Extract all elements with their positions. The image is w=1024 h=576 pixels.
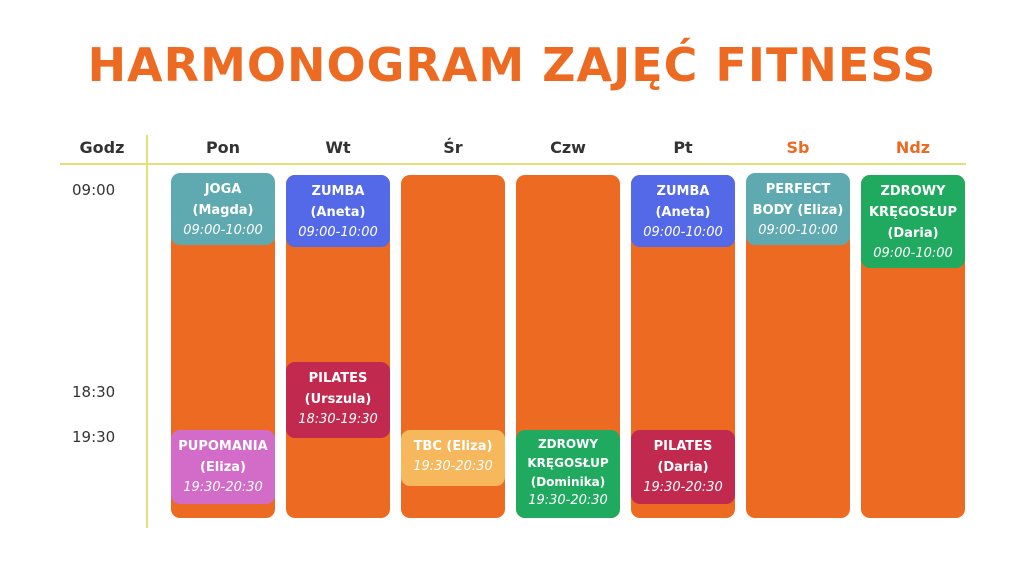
class-instructor: (Magda) xyxy=(192,203,254,218)
class-time: 09:00-10:00 xyxy=(873,246,953,261)
class-card-perfect-body[interactable]: PERFECT BODY (Eliza) 09:00-10:00 xyxy=(746,173,850,245)
class-name-line2: KRĘGOSŁUP xyxy=(868,205,958,220)
header-divider xyxy=(60,163,966,165)
day-header-pt: Pt xyxy=(673,138,693,157)
class-name: PUPOMANIA xyxy=(178,439,268,454)
class-time: 09:00-10:00 xyxy=(758,223,838,238)
page-title: HARMONOGRAM ZAJĘĆ FITNESS xyxy=(87,38,937,92)
class-name: JOGA xyxy=(204,182,242,197)
class-instructor: (Aneta) xyxy=(655,205,711,220)
time-label-0900: 09:00 xyxy=(72,181,116,199)
class-card-joga[interactable]: JOGA (Magda) 09:00-10:00 xyxy=(171,173,275,245)
class-name: ZDROWY xyxy=(537,437,599,451)
time-label-1930: 19:30 xyxy=(72,428,116,446)
class-card-zumba-wt[interactable]: ZUMBA (Aneta) 09:00-10:00 xyxy=(286,175,390,247)
class-time: 09:00-10:00 xyxy=(298,225,378,240)
class-time: 19:30-20:30 xyxy=(528,493,608,508)
time-column-header: Godz xyxy=(79,138,125,157)
class-time: 09:00-10:00 xyxy=(183,223,263,238)
class-card-zdrowy-kregoslup-ndz[interactable]: ZDROWY KRĘGOSŁUP (Daria) 09:00-10:00 xyxy=(861,175,965,268)
class-name: PILATES xyxy=(653,439,713,454)
class-card-tbc[interactable]: TBC (Eliza) 19:30-20:30 xyxy=(401,430,505,486)
class-name-line2: KRĘGOSŁUP xyxy=(527,456,609,470)
class-name: PILATES xyxy=(308,371,368,386)
class-instructor: BODY (Eliza) xyxy=(752,203,844,218)
class-instructor: (Daria) xyxy=(657,460,709,475)
class-card-pilates-wt[interactable]: PILATES (Urszula) 18:30-19:30 xyxy=(286,362,390,438)
class-time: 19:30-20:30 xyxy=(183,480,263,495)
day-header-sr: Śr xyxy=(443,138,463,157)
time-label-1830: 18:30 xyxy=(72,383,116,401)
time-column-divider xyxy=(146,135,148,528)
class-card-zdrowy-kregoslup-czw[interactable]: ZDROWY KRĘGOSŁUP (Dominika) 19:30-20:30 xyxy=(516,430,620,518)
class-card-pilates-pt[interactable]: PILATES (Daria) 19:30-20:30 xyxy=(631,430,735,504)
class-time: 19:30-20:30 xyxy=(643,480,723,495)
class-card-pupomania[interactable]: PUPOMANIA (Eliza) 19:30-20:30 xyxy=(171,430,275,504)
day-header-ndz: Ndz xyxy=(895,138,931,157)
class-name: TBC (Eliza) xyxy=(413,439,493,454)
class-instructor: (Dominika) xyxy=(530,475,606,489)
class-instructor: (Eliza) xyxy=(199,460,246,475)
day-header-czw: Czw xyxy=(550,138,586,157)
class-instructor: (Urszula) xyxy=(304,392,372,407)
class-name: ZUMBA xyxy=(656,184,710,199)
class-time: 09:00-10:00 xyxy=(643,225,723,240)
class-name: PERFECT xyxy=(765,182,831,197)
class-instructor: (Daria) xyxy=(887,226,939,241)
class-time: 19:30-20:30 xyxy=(413,459,493,474)
class-card-zumba-pt[interactable]: ZUMBA (Aneta) 09:00-10:00 xyxy=(631,175,735,247)
class-name: ZUMBA xyxy=(311,184,365,199)
class-name: ZDROWY xyxy=(880,184,946,199)
day-header-wt: Wt xyxy=(325,138,351,157)
day-header-sb: Sb xyxy=(786,138,810,157)
class-instructor: (Aneta) xyxy=(310,205,366,220)
class-time: 18:30-19:30 xyxy=(298,412,378,427)
day-header-pon: Pon xyxy=(205,138,241,157)
